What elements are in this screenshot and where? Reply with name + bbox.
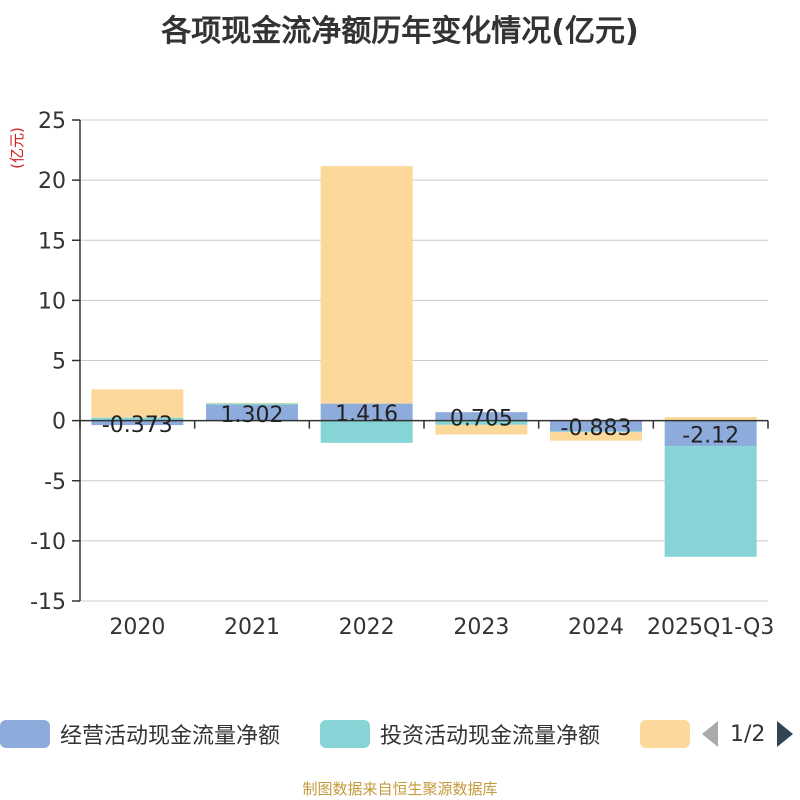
y-tick-label: -5 (44, 470, 66, 495)
y-tick-label: 10 (38, 289, 66, 314)
bar-investing-2024 (550, 431, 642, 433)
legend-item-investing[interactable]: 投资活动现金流量净额 (320, 716, 600, 752)
chart-title: 各项现金流净额历年变化情况(亿元) (161, 14, 639, 49)
bar-operating-2023 (435, 412, 528, 421)
x-tick-label: 2022 (339, 615, 395, 640)
legend: 经营活动现金流量净额 投资活动现金流量净额 1/2 (0, 716, 800, 752)
legend-pager: 1/2 (702, 716, 794, 752)
y-axis-label: (亿元) (8, 127, 26, 169)
bar-financing-2020 (91, 389, 184, 418)
data-label-operating-2020: -0.373 (102, 413, 173, 438)
legend-next-icon[interactable] (777, 721, 794, 747)
x-tick-label: 2023 (453, 615, 509, 640)
bar-operating-2024 (550, 420, 642, 432)
bar-financing-2024 (550, 432, 642, 441)
y-tick-label: 0 (52, 410, 66, 435)
data-label-operating-2023: 0.705 (450, 406, 513, 431)
data-source-footer: 制图数据来自恒生聚源数据库 (302, 780, 498, 798)
bar-operating-2022 (320, 403, 413, 421)
data-label-operating-2022: 1.416 (335, 402, 398, 427)
bar-financing-2025Q1-Q3 (664, 417, 757, 421)
bar-financing-2023 (435, 424, 528, 435)
x-tick-label: 2025Q1-Q3 (647, 615, 774, 640)
bar-financing-2022 (320, 166, 413, 404)
legend-page-indicator: 1/2 (730, 721, 766, 747)
bar-financing-2021 (206, 402, 298, 404)
bar-investing-2020 (91, 417, 184, 421)
bar-investing-2025Q1-Q3 (664, 446, 757, 557)
y-tick-label: 20 (38, 169, 66, 194)
data-label-operating-2025Q1-Q3: -2.12 (682, 423, 739, 448)
legend-label-investing: 投资活动现金流量净额 (380, 724, 601, 749)
bar-operating-2025Q1-Q3 (664, 420, 757, 447)
legend-swatch-investing (320, 720, 370, 748)
bar-operating-2020 (91, 420, 184, 426)
legend-item-operating[interactable]: 经营活动现金流量净额 (0, 716, 280, 752)
legend-swatch-operating (0, 720, 50, 748)
data-label-operating-2024: -0.883 (561, 416, 632, 441)
bar-operating-2021 (206, 404, 298, 421)
bar-investing-2023 (435, 420, 528, 425)
y-tick-label: 25 (38, 109, 66, 134)
x-tick-label: 2021 (224, 615, 280, 640)
legend-prev-icon[interactable] (702, 721, 718, 747)
y-tick-label: 5 (52, 350, 66, 375)
bar-investing-2021 (206, 403, 298, 405)
legend-item-financing[interactable] (640, 716, 700, 752)
data-label-operating-2021: 1.302 (221, 403, 284, 428)
x-tick-label: 2020 (109, 615, 165, 640)
y-tick-label: 15 (38, 229, 66, 254)
bar-investing-2022 (320, 420, 413, 443)
y-tick-label: -15 (30, 590, 66, 615)
y-tick-label: -10 (30, 530, 66, 555)
legend-label-operating: 经营活动现金流量净额 (60, 724, 281, 749)
legend-swatch-financing (640, 720, 690, 748)
x-tick-label: 2024 (568, 615, 624, 640)
